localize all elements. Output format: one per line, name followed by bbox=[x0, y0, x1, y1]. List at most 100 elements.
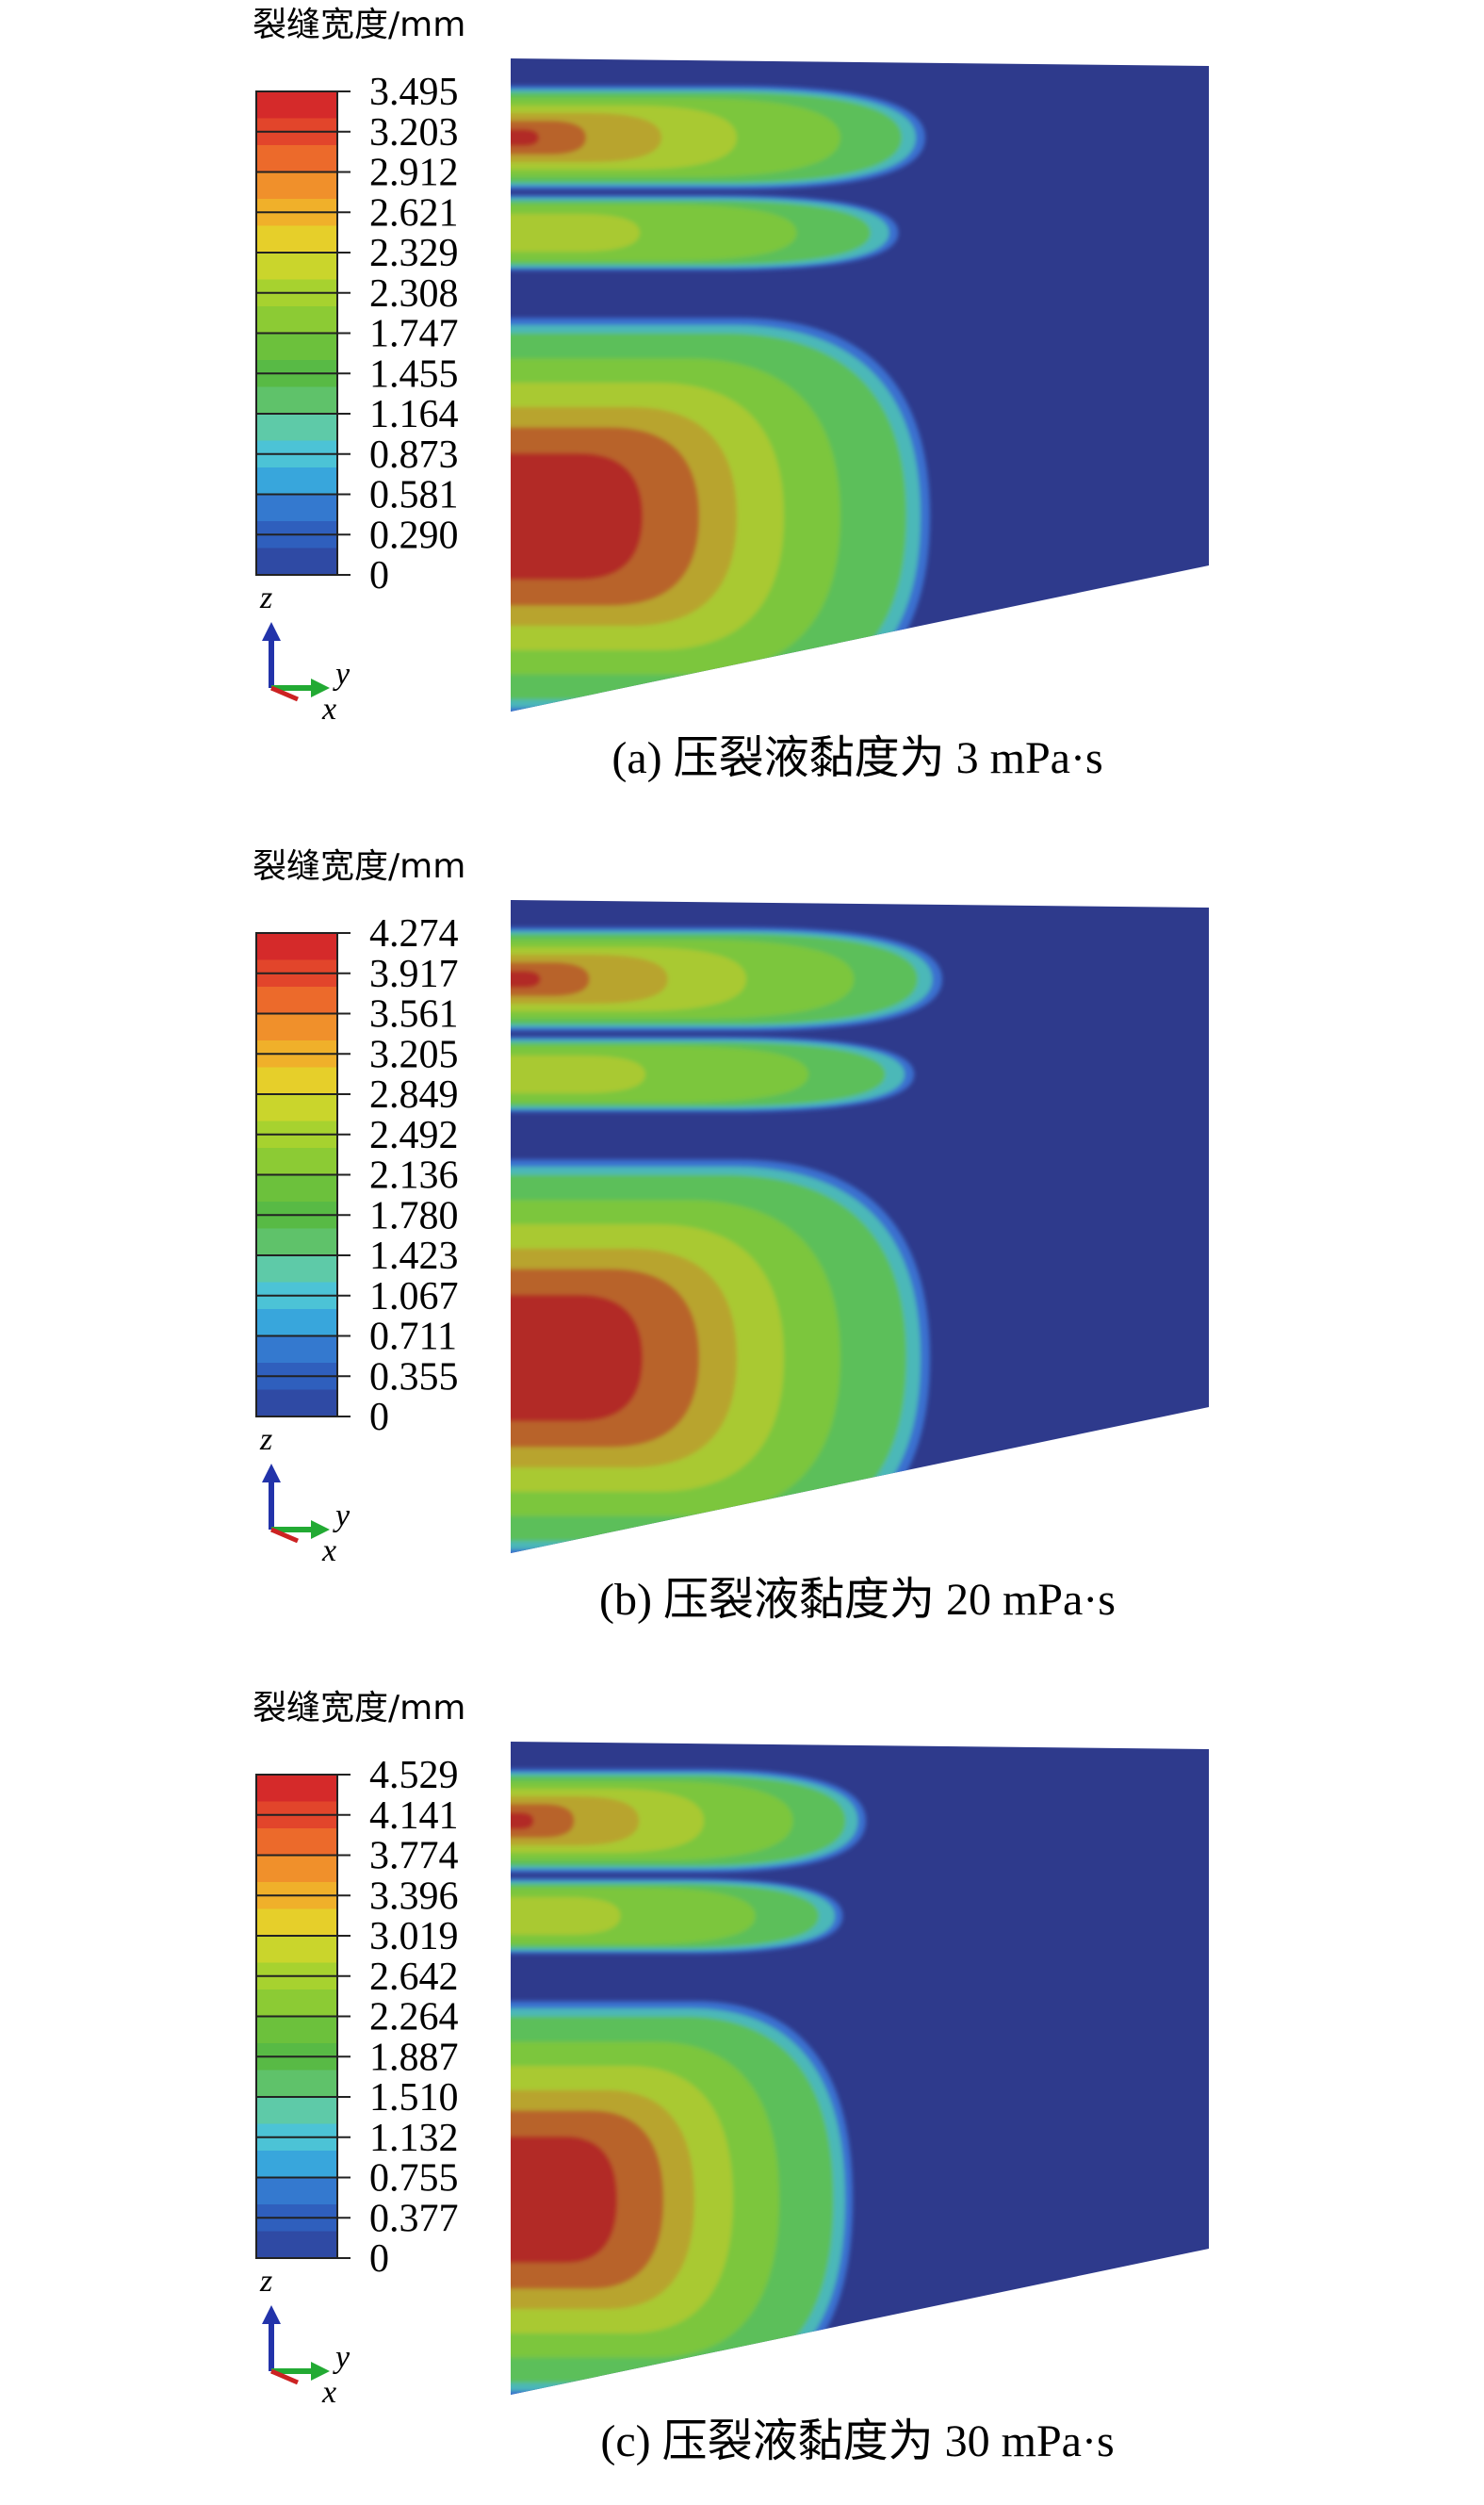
colorbar-band bbox=[256, 1936, 337, 1964]
x-axis-arrow bbox=[270, 2368, 299, 2385]
tick-label: 1.067 bbox=[369, 1275, 459, 1318]
colorbar-band bbox=[256, 1094, 337, 1122]
tick-label: 0.355 bbox=[369, 1355, 459, 1399]
tick-label: 0 bbox=[369, 554, 389, 598]
colorbar-band bbox=[256, 225, 337, 254]
fracture-2-contour bbox=[511, 1897, 621, 1935]
tick-label: 3.561 bbox=[369, 993, 459, 1037]
z-arrow-head bbox=[262, 1464, 281, 1482]
tick-label: 2.329 bbox=[369, 232, 459, 275]
colorbar-band bbox=[256, 2070, 337, 2098]
colorbar-band bbox=[256, 933, 337, 961]
tick-label: 0.711 bbox=[369, 1316, 457, 1359]
y-arrow-head bbox=[311, 2362, 330, 2381]
tick-label: 2.492 bbox=[369, 1114, 459, 1157]
colorbar-band bbox=[256, 1013, 337, 1041]
tick-label: 1.423 bbox=[369, 1235, 459, 1278]
tick-label: 4.529 bbox=[369, 1754, 459, 1797]
panel-caption: (a) 压裂液黏度为 3 mPa·s bbox=[612, 733, 1102, 783]
axis-z-label: z bbox=[259, 581, 272, 615]
colorbar-band bbox=[256, 467, 337, 496]
tick-label: 4.274 bbox=[369, 912, 459, 956]
fracture-width-contour bbox=[511, 900, 1209, 1553]
colorbar-band bbox=[256, 494, 337, 522]
colorbar-band bbox=[256, 145, 337, 173]
colorbar-band bbox=[256, 2016, 337, 2044]
colorbar-band bbox=[256, 414, 337, 442]
panel-b: 裂缝宽度/mm 4.2743.9173.5613.2052.8492.4922.1… bbox=[253, 847, 1209, 1625]
colorbar-band bbox=[256, 548, 337, 576]
z-arrow-head bbox=[262, 622, 281, 641]
fracture-1-contour bbox=[511, 971, 541, 988]
fracture-1-contour bbox=[511, 1804, 575, 1838]
colorbar-band bbox=[256, 2097, 337, 2125]
colorbar-band bbox=[256, 1228, 337, 1256]
fracture-3-contour bbox=[511, 1294, 643, 1422]
legend-title: 裂缝宽度/mm bbox=[253, 1689, 465, 1727]
fracture-1-contour bbox=[511, 962, 590, 996]
tick-label: 2.849 bbox=[369, 1073, 459, 1117]
panel-a: 裂缝宽度/mm 3.4953.2032.9122.6212.3292.3081.7… bbox=[253, 6, 1209, 783]
axis-x-label: x bbox=[321, 2375, 336, 2410]
fracture-1-contour bbox=[511, 1812, 534, 1829]
colorbar-band bbox=[256, 1389, 337, 1417]
tick-label: 3.774 bbox=[369, 1835, 459, 1878]
tick-label: 2.621 bbox=[369, 191, 459, 235]
tick-label: 1.780 bbox=[369, 1194, 459, 1237]
colorbar-band bbox=[256, 1309, 337, 1337]
z-arrow-head bbox=[262, 2305, 281, 2324]
colorbar-band bbox=[256, 1855, 337, 1883]
axis-x-label: x bbox=[321, 692, 336, 727]
tick-label: 3.917 bbox=[369, 953, 459, 996]
tick-label: 1.132 bbox=[369, 2117, 459, 2160]
fracture-2-contour bbox=[511, 1056, 645, 1093]
axis-z-label: z bbox=[259, 1422, 272, 1457]
axis-z-label: z bbox=[259, 2264, 272, 2299]
fracture-width-contour bbox=[511, 1742, 1209, 2395]
fracture-width-contour bbox=[511, 58, 1209, 712]
colorbar-band bbox=[256, 1174, 337, 1203]
tick-label: 0.755 bbox=[369, 2157, 459, 2201]
tick-label: 3.205 bbox=[369, 1033, 459, 1076]
colorbar-band bbox=[256, 333, 337, 361]
y-arrow-head bbox=[311, 679, 330, 697]
x-axis-arrow bbox=[270, 1527, 299, 1544]
axis-x-label: x bbox=[321, 1533, 336, 1568]
axis-triad: z yx bbox=[259, 2264, 351, 2410]
colorbar-band bbox=[256, 91, 337, 120]
tick-label: 3.019 bbox=[369, 1915, 459, 1958]
colorbar-band bbox=[256, 2151, 337, 2179]
tick-label: 2.308 bbox=[369, 272, 459, 316]
axis-triad: z yx bbox=[259, 581, 351, 727]
x-axis-arrow bbox=[270, 685, 299, 702]
colorbar-band bbox=[256, 1775, 337, 1803]
tick-label: 3.495 bbox=[369, 71, 459, 114]
tick-label: 2.264 bbox=[369, 1996, 459, 2039]
tick-label: 3.203 bbox=[369, 111, 459, 155]
colorbar-band bbox=[256, 2177, 337, 2205]
panel-c: 裂缝宽度/mm 4.5294.1413.7743.3963.0192.6422.2… bbox=[253, 1689, 1209, 2466]
tick-label: 0.581 bbox=[369, 474, 459, 517]
tick-label: 4.141 bbox=[369, 1794, 459, 1838]
colorbar-band bbox=[256, 172, 337, 200]
colorbar-band bbox=[256, 2231, 337, 2259]
colorbar-band bbox=[256, 1908, 337, 1937]
legend-title: 裂缝宽度/mm bbox=[253, 6, 465, 44]
colorbar-band bbox=[256, 1335, 337, 1364]
axis-triad: z yx bbox=[259, 1422, 351, 1568]
axis-y-label: y bbox=[333, 1498, 351, 1533]
tick-label: 3.396 bbox=[369, 1875, 459, 1918]
fracture-3-contour bbox=[511, 452, 643, 581]
y-arrow-head bbox=[311, 1520, 330, 1539]
colorbar-band bbox=[256, 306, 337, 335]
legend-title: 裂缝宽度/mm bbox=[253, 847, 465, 886]
tick-label: 0 bbox=[369, 1396, 389, 1439]
tick-label: 2.642 bbox=[369, 1956, 459, 1999]
colorbar-band bbox=[256, 253, 337, 281]
colorbar-band bbox=[256, 1989, 337, 2018]
tick-label: 2.136 bbox=[369, 1154, 459, 1198]
colorbar-band bbox=[256, 386, 337, 415]
axis-y-label: y bbox=[333, 657, 351, 692]
tick-label: 1.455 bbox=[369, 352, 459, 396]
